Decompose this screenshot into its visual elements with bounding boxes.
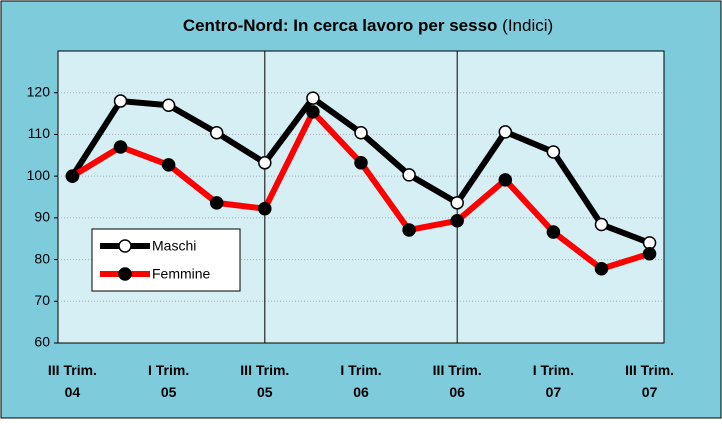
data-point (258, 201, 272, 216)
data-point (258, 156, 272, 170)
x-tick-line: 05 (257, 384, 273, 400)
chart-heading: Centro-Nord: In cerca lavoro per sesso (… (183, 16, 553, 35)
data-point (642, 246, 657, 261)
x-tick-line: III Trim. (240, 362, 289, 378)
y-tick-label: 70 (34, 292, 50, 308)
data-point (306, 91, 320, 105)
y-tick-label: 110 (28, 125, 51, 141)
data-point (209, 196, 224, 210)
legend-marker (118, 267, 132, 281)
data-point (402, 168, 416, 182)
y-tick-label: 60 (34, 334, 50, 350)
y-tick-label: 120 (27, 83, 51, 99)
legend-box (91, 228, 241, 292)
x-tick-label: III Trim. 05 (240, 362, 289, 400)
data-point (594, 217, 609, 232)
legend-marker (118, 239, 132, 253)
x-tick-line: 07 (546, 384, 562, 400)
x-tick-label: III Trim. 06 (433, 362, 482, 400)
legend-label: Femmine (152, 266, 211, 282)
x-tick-label: I Trim. 07 (533, 362, 574, 400)
x-tick-line: 06 (449, 384, 465, 400)
data-point (546, 145, 561, 159)
x-tick-line: 05 (161, 384, 177, 400)
x-tick-line: III Trim. (625, 362, 674, 378)
data-point (546, 225, 561, 239)
chart-subtitle: (Indici) (502, 16, 553, 35)
data-point (450, 214, 464, 228)
x-tick-line: I Trim. (148, 362, 189, 378)
data-point (113, 140, 128, 154)
x-tick-label: III Trim. 04 (48, 362, 97, 400)
data-point (354, 126, 368, 140)
data-point (209, 126, 224, 140)
x-tick-line: 04 (65, 384, 81, 400)
x-tick-line: 07 (642, 384, 658, 400)
data-point (402, 223, 416, 237)
data-point (594, 261, 609, 276)
legend-label: Maschi (152, 238, 196, 254)
y-tick-label: 100 (27, 167, 51, 183)
data-point (161, 158, 176, 172)
data-point (306, 105, 320, 119)
data-point (65, 169, 80, 183)
x-tick-label: I Trim. 05 (148, 362, 189, 400)
x-tick-line: III Trim. (433, 362, 482, 378)
chart-title: Centro-Nord: In cerca lavoro per sesso (183, 16, 498, 35)
plot-area (57, 50, 665, 344)
data-point (450, 196, 464, 210)
x-tick-line: III Trim. (48, 362, 97, 378)
data-point (498, 173, 513, 187)
x-tick-line: I Trim. (340, 362, 381, 378)
y-tick-label: 90 (34, 209, 50, 225)
data-point (161, 98, 176, 112)
data-point (498, 125, 513, 139)
x-tick-label: I Trim. 06 (340, 362, 381, 400)
data-point (113, 94, 128, 108)
y-tick-label: 80 (34, 250, 50, 266)
x-tick-line: 06 (353, 384, 369, 400)
x-tick-label: III Trim. 07 (625, 362, 674, 400)
data-point (354, 156, 368, 170)
x-tick-line: I Trim. (533, 362, 574, 378)
